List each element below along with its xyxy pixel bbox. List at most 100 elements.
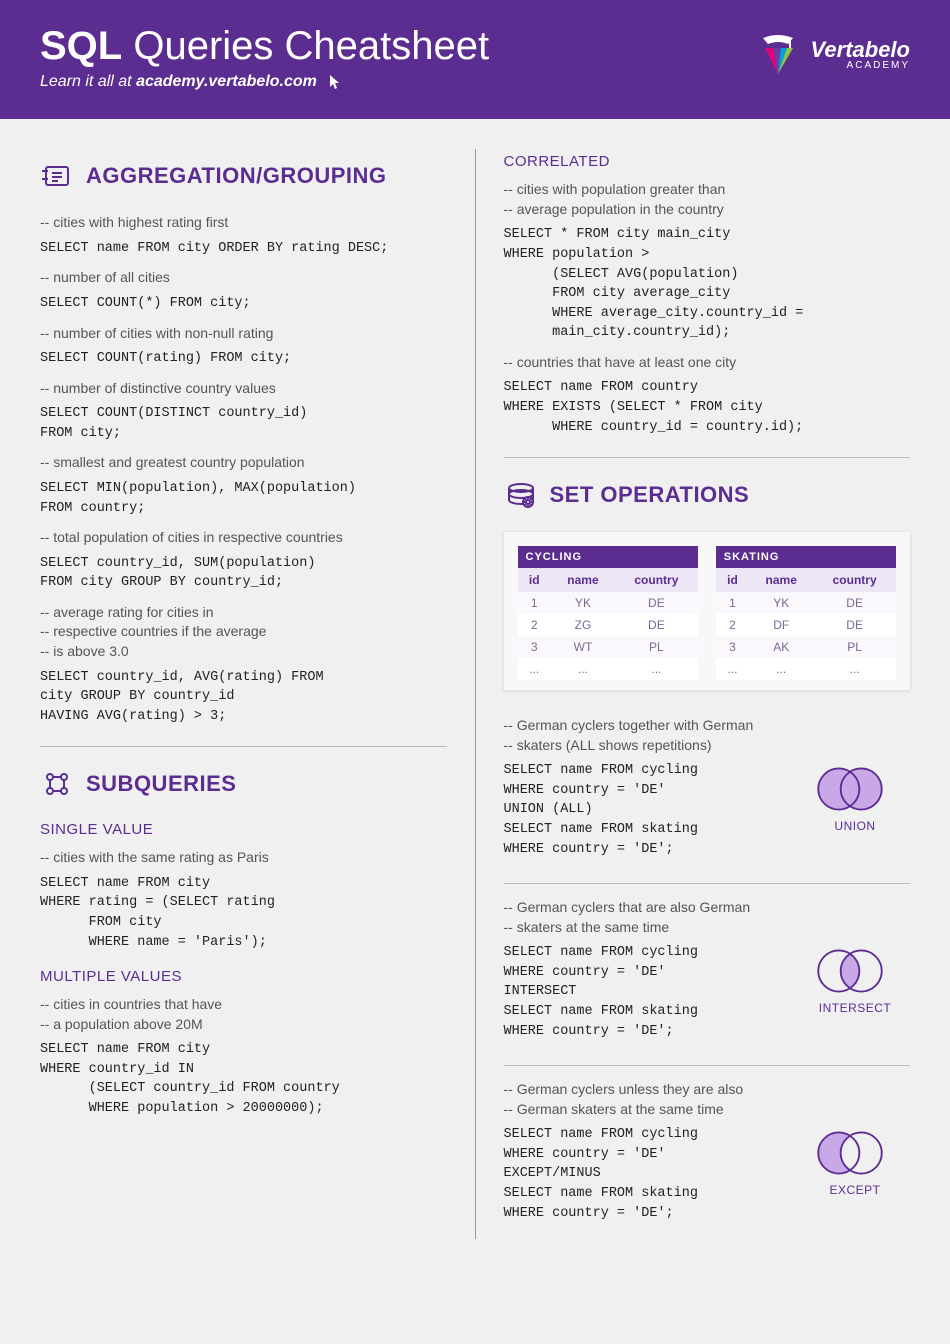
table-row: 1YKDE — [716, 592, 896, 614]
code-comment: -- number of distinctive country values — [40, 379, 447, 399]
table-row: 2DFDE — [716, 614, 896, 636]
skating-table: SKATING idnamecountry1YKDE2DFDE3AKPL....… — [716, 546, 896, 680]
header: SQL Queries Cheatsheet Learn it all at a… — [0, 0, 950, 119]
table-cell: DE — [813, 592, 896, 614]
subqueries-icon — [40, 767, 74, 801]
logo: Vertabelo ACADEMY — [753, 30, 910, 80]
code-comment: -- German cyclers that are also German -… — [504, 898, 911, 937]
venn-label: INTERSECT — [800, 1001, 910, 1015]
subtitle-prefix: Learn it all at — [40, 73, 136, 90]
code-comment: -- total population of cities in respect… — [40, 528, 447, 548]
table-cell: 3 — [716, 636, 749, 658]
table-cell: ... — [615, 658, 698, 680]
section-subqueries-title: SUBQUERIES — [86, 771, 236, 797]
table-cell: 2 — [518, 614, 551, 636]
table-cell: 1 — [716, 592, 749, 614]
table-header: name — [749, 568, 813, 592]
table-cell: AK — [749, 636, 813, 658]
aggregation-icon — [40, 159, 74, 193]
code-block: SELECT country_id, SUM(population) FROM … — [40, 554, 447, 593]
table-cell: WT — [551, 636, 615, 658]
table-cell: ... — [518, 658, 551, 680]
subtitle-link[interactable]: academy.vertabelo.com — [136, 73, 317, 90]
single-value-comment: -- cities with the same rating as Paris — [40, 848, 447, 868]
table-row: 3WTPL — [518, 636, 698, 658]
logo-text: Vertabelo ACADEMY — [811, 39, 910, 71]
table-cell: DF — [749, 614, 813, 636]
title-rest: Queries Cheatsheet — [122, 24, 489, 68]
code-block: SELECT COUNT(*) FROM city; — [40, 294, 447, 314]
table-cell: DE — [813, 614, 896, 636]
table-cell: ZG — [551, 614, 615, 636]
table-cell: ... — [813, 658, 896, 680]
section-aggregation-header: AGGREGATION/GROUPING — [40, 159, 447, 193]
code-block: SELECT name FROM country WHERE EXISTS (S… — [504, 378, 911, 437]
cycling-table: CYCLING idnamecountry1YKDE2ZGDE3WTPL....… — [518, 546, 698, 680]
cycling-table-body: idnamecountry1YKDE2ZGDE3WTPL......... — [518, 568, 698, 680]
skating-table-body: idnamecountry1YKDE2DFDE3AKPL......... — [716, 568, 896, 680]
table-row: ......... — [716, 658, 896, 680]
table-header: country — [615, 568, 698, 592]
code-block: SELECT name FROM cycling WHERE country =… — [504, 761, 789, 859]
setop-items: -- German cyclers together with German -… — [504, 716, 911, 1233]
table-row: ......... — [518, 658, 698, 680]
correlated-items: -- cities with population greater than -… — [504, 180, 911, 437]
code-block: SELECT COUNT(DISTINCT country_id) FROM c… — [40, 404, 447, 443]
single-value-code: SELECT name FROM city WHERE rating = (SE… — [40, 874, 447, 952]
venn-label: UNION — [800, 819, 910, 833]
code-comment: -- cities with population greater than -… — [504, 180, 911, 219]
content: AGGREGATION/GROUPING -- cities with high… — [0, 119, 950, 1279]
logo-mark-icon — [753, 30, 803, 80]
aggregation-items: -- cities with highest rating first SELEC… — [40, 213, 447, 726]
right-column: CORRELATED -- cities with population gre… — [475, 149, 911, 1239]
logo-sub: ACADEMY — [811, 61, 910, 71]
divider — [504, 457, 911, 458]
section-setops-title: SET OPERATIONS — [550, 482, 750, 508]
multiple-values-title: MULTIPLE VALUES — [40, 968, 447, 985]
code-comment: -- average rating for cities in -- respe… — [40, 603, 447, 662]
code-block: SELECT name FROM cycling WHERE country =… — [504, 1125, 789, 1223]
table-cell: YK — [749, 592, 813, 614]
table-cell: ... — [716, 658, 749, 680]
correlated-title: CORRELATED — [504, 153, 911, 170]
table-header: id — [518, 568, 551, 592]
code-comment: -- German cyclers together with German -… — [504, 716, 911, 755]
code-block: SELECT MIN(population), MAX(population) … — [40, 479, 447, 518]
table-cell: 1 — [518, 592, 551, 614]
table-cell: 2 — [716, 614, 749, 636]
single-value-title: SINGLE VALUE — [40, 821, 447, 838]
table-header: name — [551, 568, 615, 592]
cycling-table-title: CYCLING — [518, 546, 698, 568]
cursor-icon — [327, 73, 343, 91]
setop-row: SELECT name FROM cycling WHERE country =… — [504, 761, 911, 869]
table-cell: PL — [813, 636, 896, 658]
divider — [504, 883, 911, 884]
table-header: country — [813, 568, 896, 592]
table-cell: DE — [615, 614, 698, 636]
table-cell: YK — [551, 592, 615, 614]
section-setops-header: SET OPERATIONS — [504, 478, 911, 512]
left-column: AGGREGATION/GROUPING -- cities with high… — [40, 149, 475, 1239]
code-comment: -- smallest and greatest country populat… — [40, 453, 447, 473]
setops-icon — [504, 478, 538, 512]
table-row: 1YKDE — [518, 592, 698, 614]
table-cell: ... — [551, 658, 615, 680]
code-block: SELECT country_id, AVG(rating) FROM city… — [40, 668, 447, 727]
divider — [40, 746, 447, 747]
skating-table-title: SKATING — [716, 546, 896, 568]
code-comment: -- cities with highest rating first — [40, 213, 447, 233]
code-block: SELECT COUNT(rating) FROM city; — [40, 349, 447, 369]
divider — [504, 1065, 911, 1066]
venn-diagram: UNION — [800, 761, 910, 833]
logo-name: Vertabelo — [811, 37, 910, 62]
table-row: 2ZGDE — [518, 614, 698, 636]
table-header: id — [716, 568, 749, 592]
venn-diagram: EXCEPT — [800, 1125, 910, 1197]
multiple-values-comment: -- cities in countries that have -- a po… — [40, 995, 447, 1034]
code-block: SELECT * FROM city main_city WHERE popul… — [504, 225, 911, 342]
code-comment: -- number of cities with non-null rating — [40, 324, 447, 344]
setop-row: SELECT name FROM cycling WHERE country =… — [504, 1125, 911, 1233]
code-block: SELECT name FROM cycling WHERE country =… — [504, 943, 789, 1041]
table-cell: DE — [615, 592, 698, 614]
table-row: 3AKPL — [716, 636, 896, 658]
